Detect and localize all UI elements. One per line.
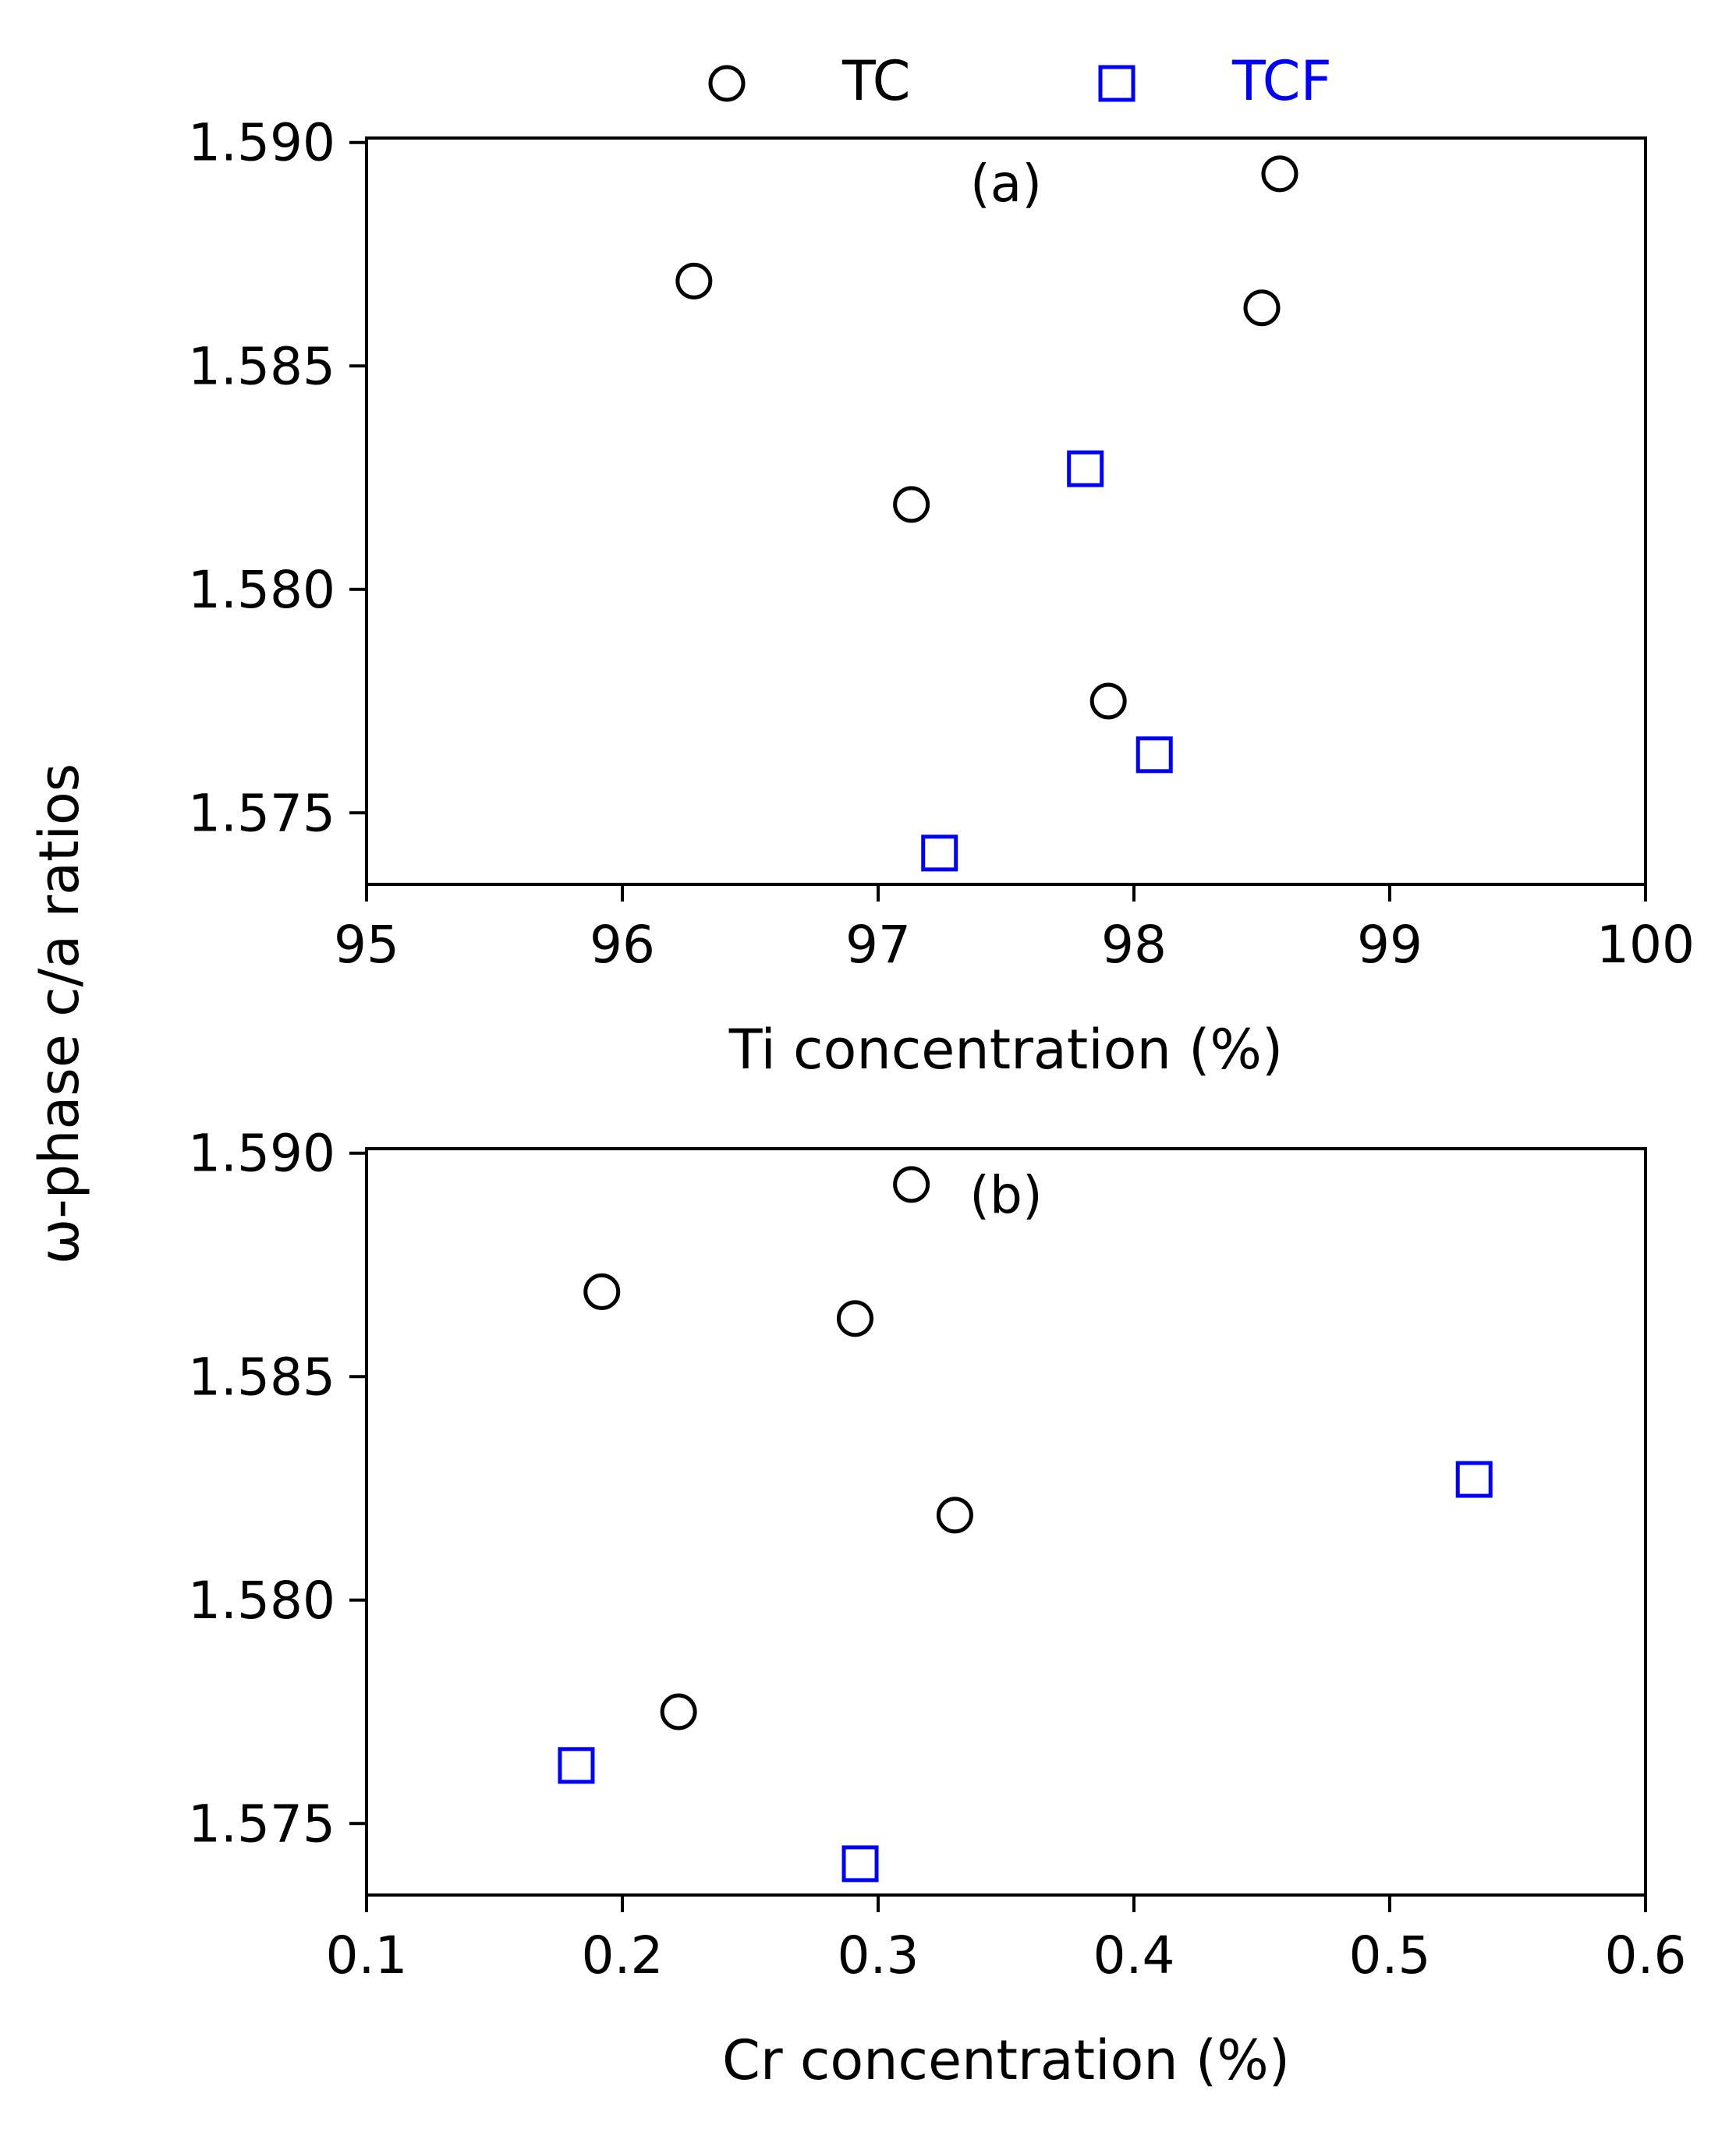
- panel-b-y-tick-label: 1.580: [188, 1571, 335, 1631]
- panel-b-y-ticks: 1.575 1.580 1.585 1.590: [188, 1124, 367, 1854]
- panel-b-frame: [365, 1147, 1647, 1897]
- panel-b-x-tick-label: 0.3: [838, 1925, 919, 1985]
- panel-a-x-tick-label: 100: [1596, 915, 1695, 975]
- panel-a-tcf-point: [921, 834, 958, 872]
- panel-b-x-tick-label: 0.1: [326, 1925, 408, 1985]
- panel-a-x-tick-label: 99: [1357, 915, 1422, 975]
- panel-b-tag: (b): [969, 1165, 1042, 1225]
- panel-b-x-axis-label: Cr concentration (%): [722, 2028, 1290, 2092]
- shared-y-axis-label: ω-phase c/a ratios: [27, 763, 91, 1264]
- panel-b-x-ticks: 0.1 0.2 0.3 0.4 0.5 0.6: [326, 1895, 1687, 1985]
- panel-a-points: [675, 155, 1298, 872]
- panel-a-x-tick-label: 95: [334, 915, 399, 975]
- panel-a-tcf-point: [1067, 450, 1104, 487]
- panel-a-y-tick-label: 1.580: [188, 560, 335, 620]
- panel-b-y-tick-label: 1.590: [188, 1124, 335, 1184]
- panel-b-tc-point: [936, 1497, 973, 1534]
- panel-b-tc-point: [583, 1273, 621, 1310]
- panel-b-x-tick-label: 0.4: [1093, 1925, 1175, 1985]
- panel-a-y-ticks: 1.575 1.580 1.585 1.590: [188, 113, 367, 843]
- legend-label-tc: TC: [841, 49, 911, 113]
- panel-b-x-tick-label: 0.2: [582, 1925, 664, 1985]
- panel-b-tc-point: [893, 1166, 930, 1203]
- legend: TC TCF: [708, 49, 1332, 113]
- panel-b-x-tick-label: 0.5: [1349, 1925, 1431, 1985]
- panel-b-tcf-point: [558, 1747, 595, 1784]
- legend-marker-tc: [708, 65, 746, 102]
- panel-a-tcf-point: [1135, 736, 1173, 774]
- panel-a-x-ticks: 95 96 97 98 99 100: [334, 884, 1695, 975]
- legend-label-tcf: TCF: [1231, 49, 1332, 113]
- panel-a-y-tick-label: 1.575: [188, 783, 335, 843]
- panel-a-x-tick-label: 96: [590, 915, 655, 975]
- panel-b-tcf-point: [1455, 1461, 1493, 1498]
- panel-b-tc-point: [660, 1693, 697, 1730]
- panel-b-y-tick-label: 1.575: [188, 1794, 335, 1854]
- panel-a-x-tick-label: 97: [845, 915, 911, 975]
- panel-a-tc-point: [675, 262, 713, 299]
- panel-b-y-tick-label: 1.585: [188, 1347, 335, 1407]
- panel-a-y-tick-label: 1.590: [188, 113, 335, 173]
- panel-a-tc-point: [1089, 682, 1127, 720]
- panel-a-tc-point: [1243, 289, 1281, 327]
- panel-a: 95 96 97 98 99 100 1.575 1.580 1.585 1.590 (a) T…: [188, 113, 1695, 1082]
- legend-marker-tcf: [1098, 65, 1135, 102]
- panel-b-tcf-point: [841, 1845, 879, 1883]
- panel-a-tc-point: [1261, 155, 1298, 193]
- panel-a-y-tick-label: 1.585: [188, 336, 335, 396]
- panel-b: 0.1 0.2 0.3 0.4 0.5 0.6 1.5751.5801.5851.590 …: [188, 1124, 1686, 2092]
- panel-a-tc-point: [893, 486, 930, 523]
- panel-b-points: [558, 1166, 1493, 1883]
- panel-b-tc-point: [836, 1300, 873, 1337]
- panel-a-x-axis-label: Ti concentration (%): [728, 1018, 1284, 1082]
- panel-b-x-tick-label: 0.6: [1605, 1925, 1687, 1985]
- panel-a-tag: (a): [970, 154, 1042, 214]
- panel-a-x-tick-label: 98: [1101, 915, 1167, 975]
- panel-a-frame: [365, 136, 1647, 886]
